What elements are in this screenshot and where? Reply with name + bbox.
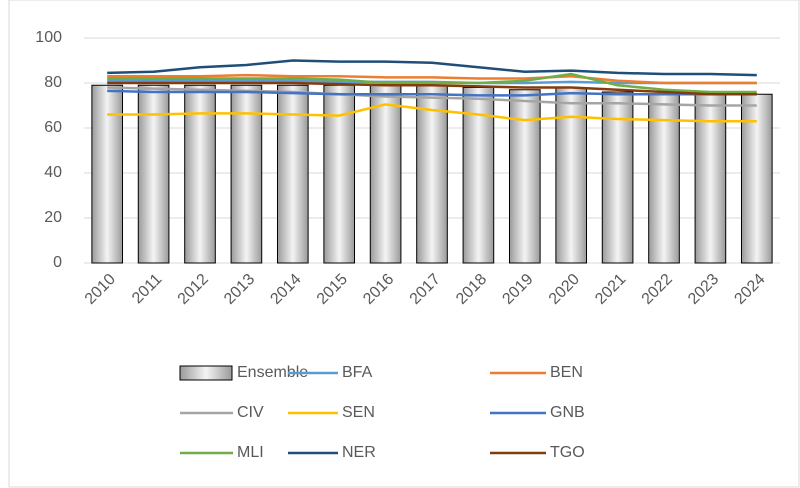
- y-tick-label: 80: [44, 74, 62, 91]
- line: [107, 103, 757, 123]
- legend-label: SEN: [342, 404, 375, 421]
- x-tick-label: 2010: [82, 271, 119, 308]
- x-tick-label: 2020: [546, 271, 583, 308]
- legend-swatch: [179, 365, 233, 381]
- legend-label: TGO: [550, 444, 585, 461]
- bar: [508, 89, 541, 264]
- x-tick-label: 2017: [407, 271, 444, 308]
- y-tick-label: 60: [44, 119, 62, 136]
- line: [107, 59, 757, 77]
- x-tick-label: 2013: [221, 271, 258, 308]
- bar: [184, 84, 216, 264]
- x-tick-label: 2011: [129, 271, 165, 307]
- y-tick-label: 20: [44, 209, 62, 226]
- x-tick-label: 2012: [175, 271, 212, 308]
- line: [107, 73, 757, 85]
- bar: [648, 93, 680, 264]
- legend-label: NER: [342, 444, 376, 461]
- x-tick-label: 2015: [314, 271, 351, 308]
- y-tick-label: 40: [44, 164, 62, 181]
- line: [107, 86, 757, 107]
- bar: [416, 84, 448, 264]
- x-tick-label: 2019: [499, 271, 536, 308]
- x-tick-label: 2024: [731, 271, 768, 308]
- chart-frame: [8, 0, 800, 488]
- y-tick-label: 0: [53, 254, 62, 271]
- x-tick-label: 2021: [592, 271, 629, 308]
- x-tick-label: 2022: [639, 271, 676, 308]
- line: [107, 72, 757, 94]
- bar: [230, 84, 263, 264]
- bar: [137, 84, 170, 264]
- x-tick-label: 2014: [267, 271, 304, 308]
- bar: [694, 93, 727, 264]
- legend-label: BFA: [342, 364, 373, 381]
- bar: [601, 91, 634, 264]
- bar: [740, 93, 773, 264]
- legend-label: GNB: [550, 404, 585, 421]
- legend-label: BEN: [550, 364, 583, 381]
- bar: [369, 84, 402, 264]
- line: [107, 89, 757, 97]
- bar: [276, 84, 309, 264]
- x-tick-label: 2018: [453, 271, 490, 308]
- y-tick-label: 100: [35, 29, 62, 46]
- bar: [555, 87, 588, 264]
- x-tick-label: 2023: [685, 271, 722, 308]
- legend-label: CIV: [237, 404, 264, 421]
- line: [107, 81, 757, 96]
- x-tick-label: 2016: [360, 271, 397, 308]
- legend-label: Ensemble: [237, 364, 308, 381]
- legend-label: MLI: [237, 444, 264, 461]
- bar: [91, 84, 124, 264]
